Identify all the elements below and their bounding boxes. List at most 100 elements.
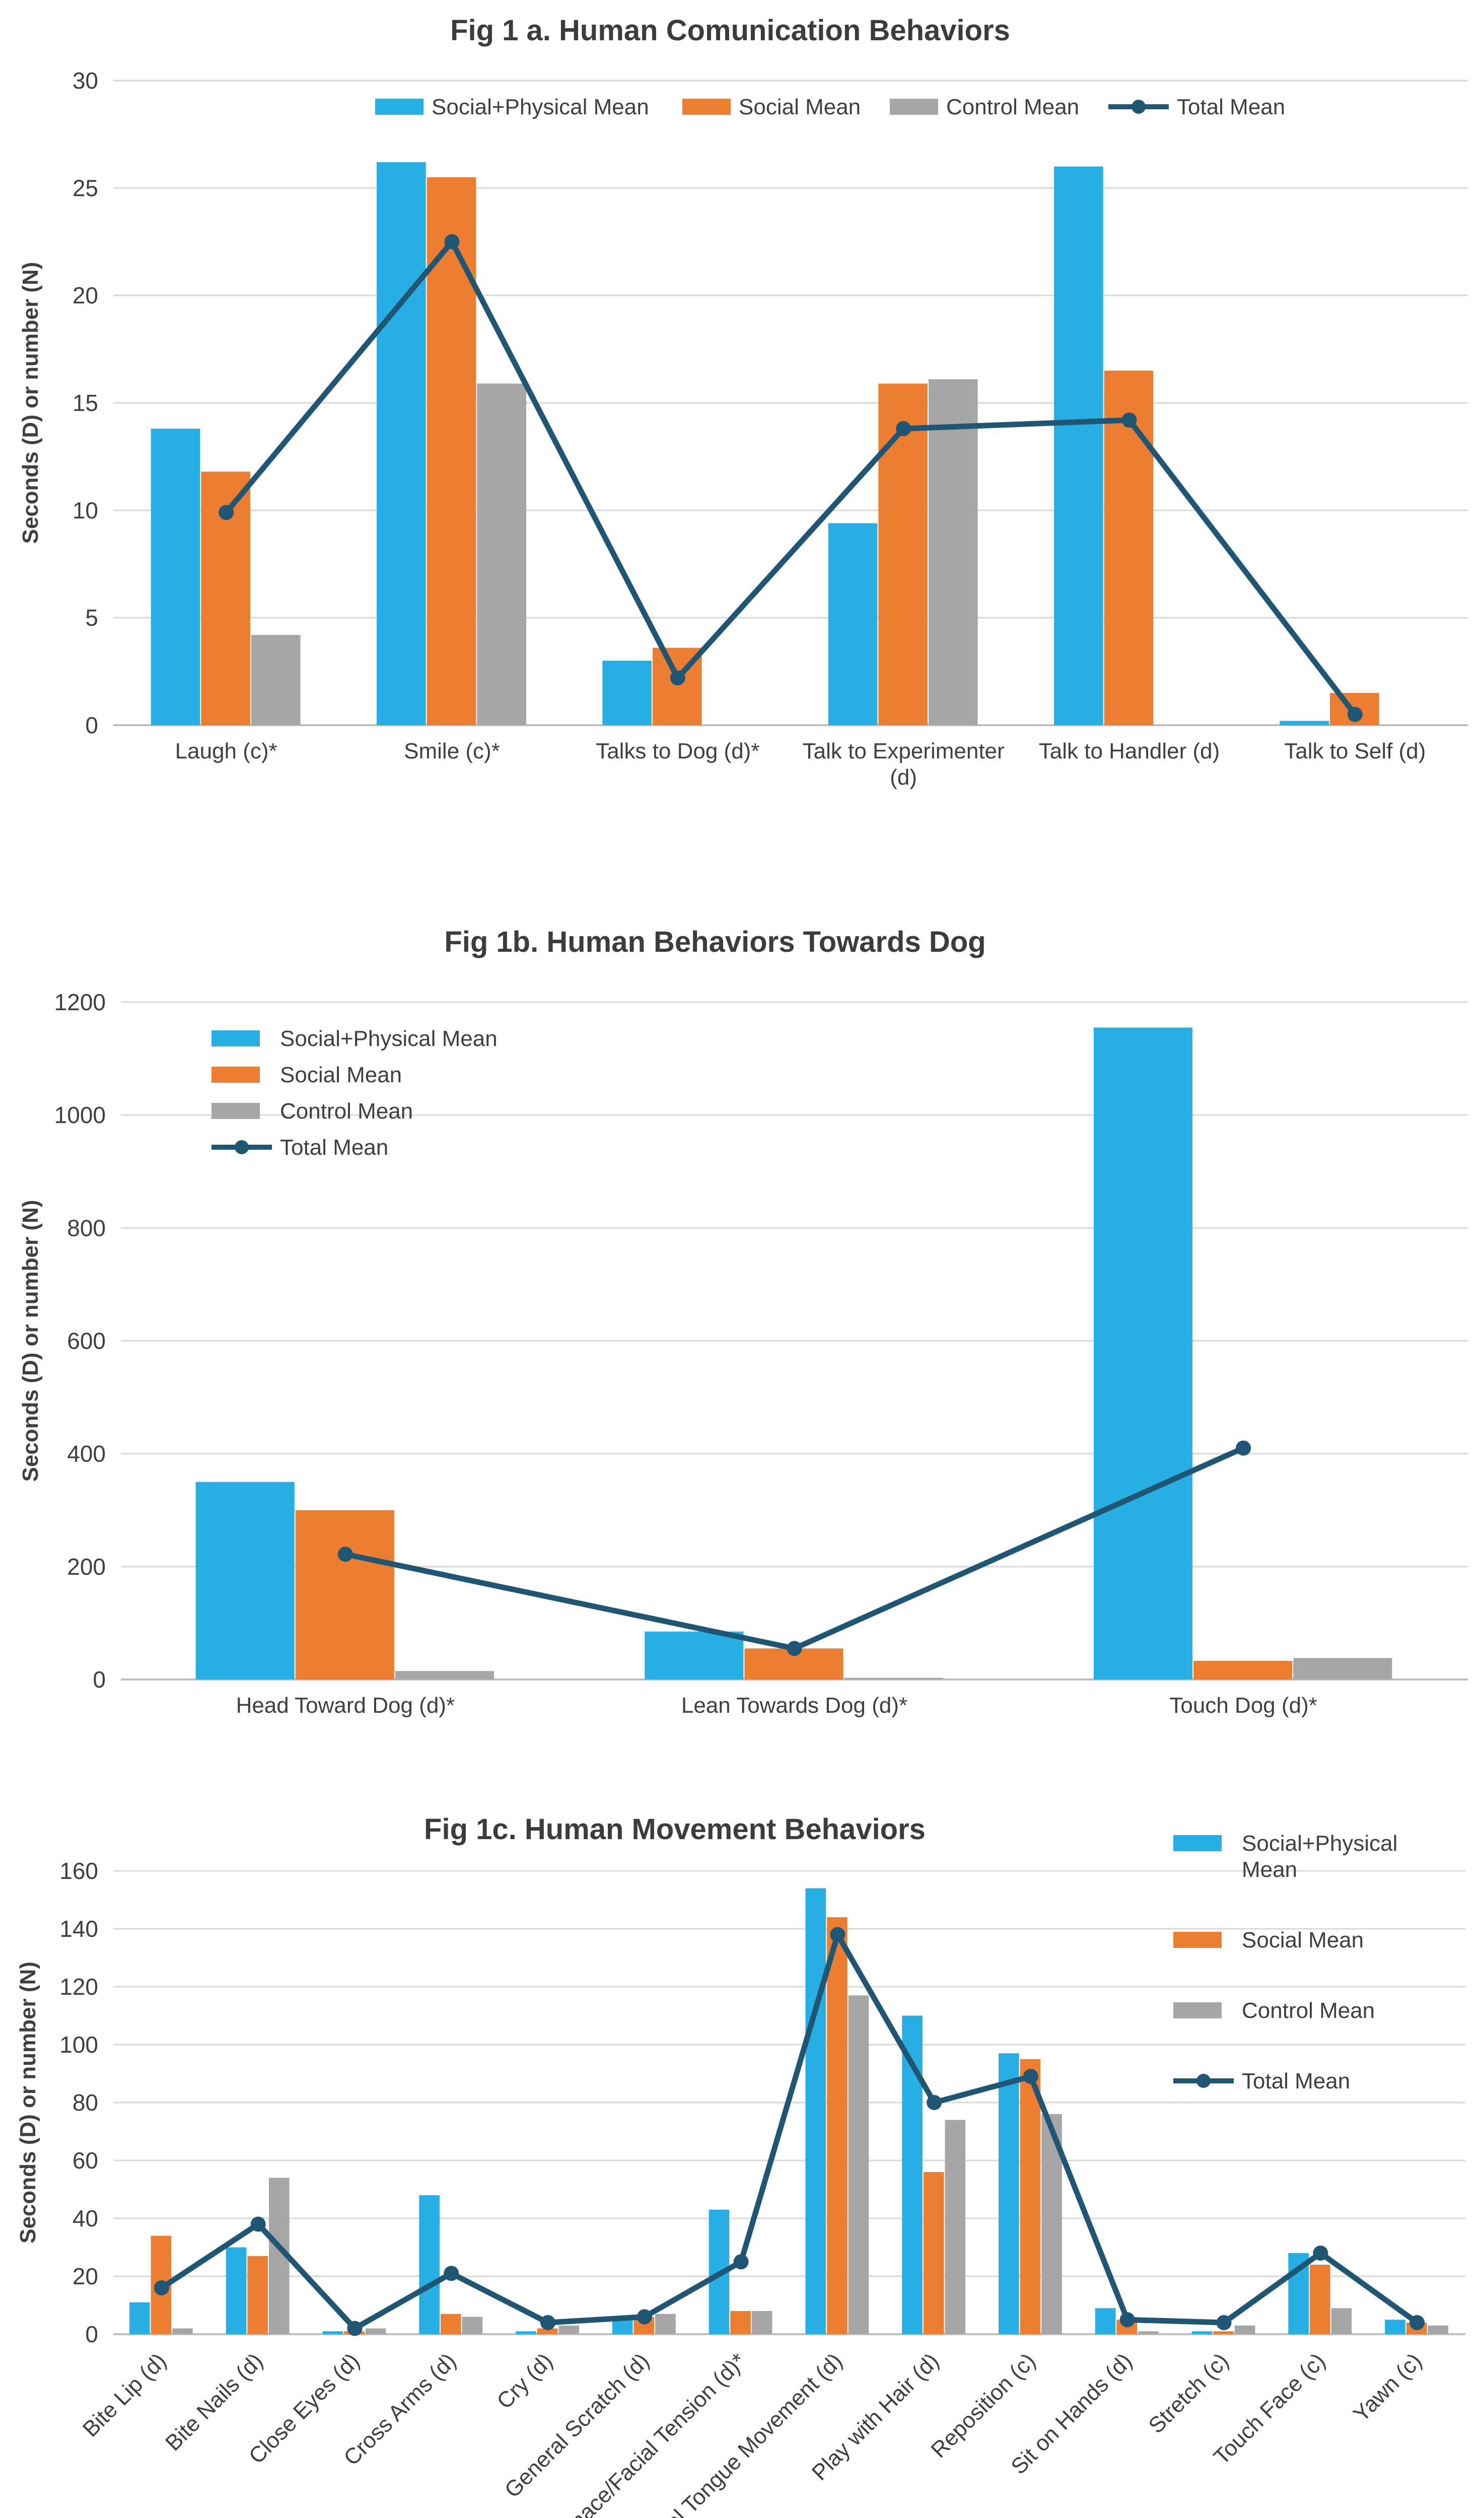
bar-social-physical-mean xyxy=(1280,721,1329,725)
legend-label: Social Mean xyxy=(1242,1928,1364,1952)
y-tick-label: 140 xyxy=(59,1916,98,1942)
legend-label: Social+Physical xyxy=(1242,1831,1397,1856)
bar-social-physical-mean xyxy=(1054,166,1103,726)
chart-title: Fig 1b. Human Behaviors Towards Dog xyxy=(444,926,985,958)
bar-control-mean xyxy=(928,379,978,725)
y-tick-label: 100 xyxy=(59,2032,98,2058)
total-mean-marker xyxy=(444,2266,459,2281)
legend-label: Total Mean xyxy=(1242,2069,1350,2093)
x-category-label: Bite Nails (d) xyxy=(161,2348,268,2456)
y-tick-label: 600 xyxy=(67,1328,106,1354)
bar-social-mean xyxy=(1310,2265,1330,2334)
total-mean-marker xyxy=(1409,2315,1425,2330)
y-tick-label: 200 xyxy=(67,1554,106,1580)
legend-label: Social Mean xyxy=(280,1063,402,1087)
x-category-label: Touch Dog (d)* xyxy=(1169,1693,1317,1718)
bar-control-mean xyxy=(462,2317,483,2334)
bar-control-mean xyxy=(395,1671,494,1680)
x-category-label: Stretch (c) xyxy=(1144,2348,1233,2438)
bar-social-mean xyxy=(1104,371,1154,725)
bar-control-mean xyxy=(844,1677,943,1680)
bar-social-mean xyxy=(1020,2059,1041,2334)
y-tick-label: 25 xyxy=(73,175,98,201)
bar-social-physical-mean xyxy=(129,2302,150,2334)
chart-title: Fig 1 a. Human Comunication Behaviors xyxy=(450,14,1010,47)
y-tick-label: 0 xyxy=(85,712,98,738)
y-tick-label: 10 xyxy=(73,497,98,523)
total-mean-marker xyxy=(1023,2069,1038,2084)
fig1c-human-movement-chart: 0 20 40 60 80 100 120 140 160 Fig 1c. Human Movem… xyxy=(16,1813,1465,2518)
x-category-label: Talk to Experimenter xyxy=(803,739,1005,763)
total-mean-marker xyxy=(444,234,460,249)
legend-label: Control Mean xyxy=(280,1099,413,1124)
fig1b-behaviors-towards-dog-chart: 0 200 400 600 800 1000 1200 Fig 1b. Human Behav… xyxy=(18,926,1468,1718)
bar-social-physical-mean xyxy=(226,2247,247,2334)
total-mean-marker xyxy=(1119,2312,1135,2328)
bar-social-physical-mean xyxy=(828,523,878,725)
total-mean-marker xyxy=(1347,707,1363,722)
x-category-label: Talks to Dog (d)* xyxy=(596,739,759,763)
total-mean-marker xyxy=(540,2315,556,2330)
total-mean-marker xyxy=(733,2254,749,2270)
y-tick-label: 15 xyxy=(73,390,98,416)
bar-social-mean xyxy=(827,1917,847,2334)
total-mean-marker xyxy=(1313,2246,1328,2261)
y-tick-label: 20 xyxy=(73,2263,98,2289)
bar-social-physical-mean xyxy=(999,2053,1019,2334)
x-category-label: Talk to Self (d) xyxy=(1284,739,1426,763)
x-category-label: Bite Lip (d) xyxy=(78,2348,171,2441)
legend-line-marker xyxy=(1196,2074,1211,2088)
y-axis-title: Seconds (D) or number (N) xyxy=(16,1962,40,2244)
legend-swatch xyxy=(1173,1932,1222,1948)
total-mean-marker xyxy=(219,505,234,520)
legend-line-marker xyxy=(235,1140,249,1154)
bar-control-mean xyxy=(1138,2331,1159,2334)
total-mean-marker xyxy=(787,1641,802,1656)
legend-label: Total Mean xyxy=(1177,95,1285,119)
bar-social-mean xyxy=(923,2172,944,2334)
x-category-label: Head Toward Dog (d)* xyxy=(236,1693,455,1718)
y-tick-label: 5 xyxy=(85,605,98,631)
total-mean-marker xyxy=(637,2309,652,2325)
y-tick-label: 80 xyxy=(73,2089,98,2116)
bar-social-physical-mean xyxy=(322,2331,343,2334)
bar-social-physical-mean xyxy=(1385,2320,1405,2334)
bar-control-mean xyxy=(751,2311,772,2334)
legend-label: Mean xyxy=(1242,1857,1297,1882)
total-mean-marker xyxy=(250,2216,266,2232)
y-tick-label: 160 xyxy=(59,1858,98,1884)
bar-control-mean xyxy=(1428,2325,1449,2334)
total-mean-marker xyxy=(670,670,685,686)
fig1a-human-communication-chart: 0 5 10 15 20 25 30 Fig 1 a. Human Comunication … xyxy=(18,14,1468,790)
x-category-label: Cry (d) xyxy=(492,2348,557,2414)
total-mean-marker xyxy=(337,1547,353,1562)
bar-control-mean xyxy=(477,383,526,725)
legend-label: Social+Physical Mean xyxy=(432,95,649,119)
legend-label: Control Mean xyxy=(1242,1998,1375,2023)
y-tick-label: 400 xyxy=(67,1441,106,1467)
legend-line-marker xyxy=(1132,100,1146,114)
legend-swatch xyxy=(211,1103,260,1119)
bar-social-mean xyxy=(1193,1661,1293,1680)
bar-social-physical-mean xyxy=(419,2195,440,2334)
bar-control-mean xyxy=(848,1995,869,2334)
bar-control-mean xyxy=(365,2328,386,2334)
legend-label: Social+Physical Mean xyxy=(280,1026,498,1051)
total-mean-marker xyxy=(1216,2315,1232,2330)
bar-control-mean xyxy=(558,2325,579,2334)
legend-label: Social Mean xyxy=(739,95,861,119)
bar-social-mean xyxy=(295,1510,394,1680)
bar-control-mean xyxy=(655,2314,676,2334)
bar-social-mean xyxy=(440,2314,461,2334)
total-mean-marker xyxy=(1121,412,1137,428)
bar-control-mean xyxy=(1331,2308,1352,2334)
y-axis-title: Seconds (D) or number (N) xyxy=(18,1200,43,1482)
bar-social-physical-mean xyxy=(645,1631,744,1680)
x-category-label: (d) xyxy=(890,765,917,790)
bar-social-mean xyxy=(537,2328,558,2334)
y-tick-label: 1000 xyxy=(54,1102,106,1128)
bar-control-mean xyxy=(251,635,301,725)
bar-social-mean xyxy=(1213,2331,1234,2334)
y-tick-label: 60 xyxy=(73,2147,98,2174)
